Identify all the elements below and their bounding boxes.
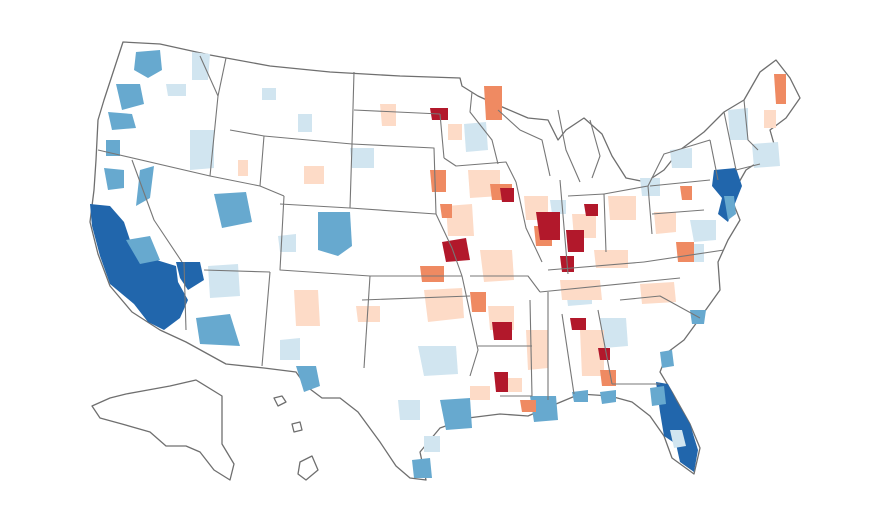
region-nebraska-east bbox=[430, 170, 446, 192]
region-nd-east bbox=[380, 104, 396, 126]
region-vermont bbox=[728, 108, 748, 140]
region-portland bbox=[108, 112, 136, 130]
region-reno bbox=[166, 84, 186, 96]
region-east-tx-2 bbox=[520, 400, 536, 412]
region-houston bbox=[530, 396, 558, 422]
region-el-paso bbox=[296, 366, 320, 392]
region-california-coast bbox=[90, 204, 188, 330]
region-missouri bbox=[480, 250, 514, 282]
region-georgia-west bbox=[598, 348, 610, 360]
region-mn-south bbox=[448, 124, 462, 140]
region-new-england bbox=[752, 142, 780, 168]
region-central-valley bbox=[126, 236, 160, 264]
region-iowa-north bbox=[500, 188, 514, 202]
region-mn-west bbox=[484, 86, 502, 120]
region-east-texas bbox=[470, 386, 490, 400]
region-rapid-city bbox=[350, 148, 374, 168]
region-gulf-coast bbox=[504, 378, 522, 392]
region-arkansas-central bbox=[492, 322, 512, 340]
region-tampa bbox=[600, 390, 616, 404]
region-alabama bbox=[580, 330, 604, 376]
region-carolinas bbox=[640, 282, 676, 304]
region-savannah bbox=[660, 350, 674, 368]
region-wv-east bbox=[680, 186, 692, 200]
region-dallas bbox=[418, 346, 458, 376]
region-so-nevada bbox=[176, 262, 204, 290]
region-alabama-north bbox=[570, 318, 586, 330]
region-tacoma bbox=[116, 84, 144, 110]
region-florida-peninsula bbox=[656, 382, 698, 472]
region-indiana-north bbox=[584, 204, 598, 216]
region-pennsylvania bbox=[640, 178, 660, 196]
region-maine bbox=[764, 110, 776, 128]
region-idaho-south bbox=[238, 160, 248, 176]
region-san-antonio bbox=[398, 400, 420, 420]
region-nm-north bbox=[280, 338, 300, 360]
hawaii-island-3 bbox=[297, 455, 319, 481]
region-west-virginia bbox=[654, 212, 676, 234]
region-austin bbox=[440, 398, 472, 430]
region-nebraska bbox=[304, 166, 324, 184]
region-upstate-ny bbox=[670, 148, 692, 168]
region-northeast-corridor bbox=[712, 168, 742, 222]
region-jacksonville bbox=[650, 386, 666, 406]
region-new-jersey bbox=[724, 196, 736, 220]
region-n-california bbox=[104, 168, 124, 190]
state-borders bbox=[97, 55, 761, 400]
region-wyoming-west bbox=[262, 88, 276, 100]
region-tucson bbox=[208, 264, 240, 298]
region-missouri-nw bbox=[442, 238, 470, 262]
region-kansas-city bbox=[420, 266, 444, 282]
region-arkansas-delta bbox=[470, 292, 486, 312]
region-oregon-coast bbox=[106, 140, 120, 156]
region-rio-grande bbox=[412, 458, 432, 478]
region-atlanta bbox=[600, 318, 628, 348]
region-dc bbox=[690, 220, 716, 242]
region-mobile bbox=[572, 390, 588, 402]
region-kansas-east bbox=[446, 204, 474, 236]
hawaii-island-1 bbox=[273, 395, 287, 407]
region-tennessee bbox=[560, 280, 602, 300]
region-salt-lake bbox=[214, 192, 252, 228]
region-colorado-west bbox=[278, 234, 296, 252]
region-mississippi bbox=[526, 330, 548, 370]
region-ohio bbox=[608, 196, 636, 220]
region-illinois-south bbox=[536, 212, 560, 240]
region-oklahoma bbox=[424, 288, 464, 322]
region-corpus bbox=[424, 436, 440, 452]
region-phoenix bbox=[196, 314, 240, 346]
region-louisiana-north bbox=[494, 372, 508, 392]
region-wisconsin bbox=[464, 122, 488, 152]
region-spokane bbox=[192, 52, 210, 80]
region-kansas-west bbox=[294, 290, 320, 326]
region-florida-inner bbox=[670, 430, 686, 448]
region-idaho bbox=[190, 130, 214, 170]
region-montana bbox=[298, 114, 312, 132]
region-indiana-south bbox=[566, 230, 584, 252]
alaska-outline bbox=[91, 379, 235, 481]
hawaii-island-2 bbox=[291, 421, 303, 433]
region-seattle bbox=[134, 50, 162, 78]
region-great-lakes bbox=[550, 200, 566, 214]
region-sacramento bbox=[136, 166, 154, 206]
county-fill-layer bbox=[90, 50, 786, 478]
region-illinois-west bbox=[440, 204, 452, 218]
region-maine-north bbox=[774, 74, 786, 104]
region-denver bbox=[318, 212, 352, 256]
region-kentucky-east bbox=[676, 242, 694, 262]
